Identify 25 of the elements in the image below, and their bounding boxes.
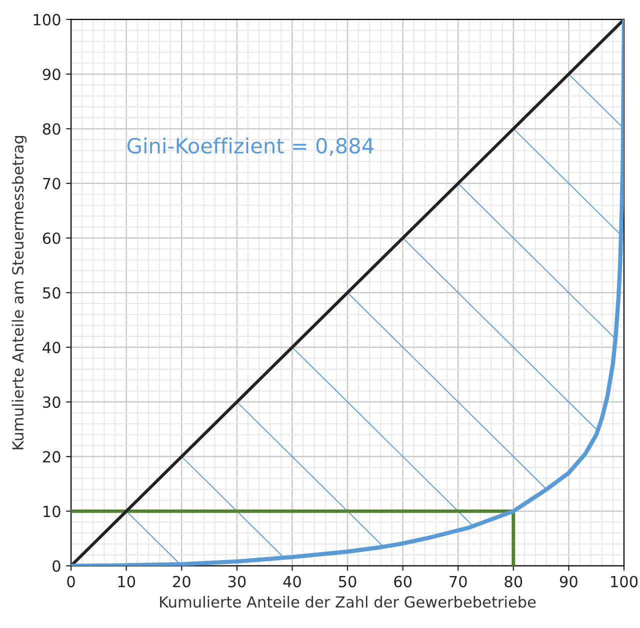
y-tick-label: 100 <box>34 14 60 26</box>
x-tick-label: 30 <box>228 576 246 588</box>
y-tick-label: 0 <box>52 560 60 572</box>
y-tick-label: 90 <box>42 68 60 80</box>
x-tick-label: 60 <box>394 576 412 588</box>
x-tick-label: 70 <box>450 576 467 588</box>
y-tick-label: 50 <box>43 287 60 299</box>
annotation: Gini-Koeffizient = 0,884 <box>128 137 374 156</box>
y-tick-label: 80 <box>42 123 60 135</box>
y-tick-label: 20 <box>42 451 60 463</box>
y-tick-label: 40 <box>42 342 60 354</box>
x-tick-label: 90 <box>560 576 578 588</box>
y-tick-label: 60 <box>42 232 60 244</box>
y-tick-label: 70 <box>43 178 60 190</box>
y-axis-title: Kumulierte Anteile am Steuermessbetrag <box>12 136 27 450</box>
y-tick-label: 30 <box>43 396 60 408</box>
x-tick-label: 100 <box>611 576 638 588</box>
x-tick-label: 0 <box>67 576 75 588</box>
x-tick-label: 20 <box>173 576 190 588</box>
x-tick-label: 50 <box>338 576 356 588</box>
x-axis-title: Kumulierte Anteile der Zahl der Gewerbebetriebe <box>160 596 536 608</box>
x-tick-label: 10 <box>118 576 136 588</box>
x-tick-label: 40 <box>283 576 301 588</box>
y-tick-label: 10 <box>44 506 60 518</box>
x-tick-label: 80 <box>504 576 522 588</box>
